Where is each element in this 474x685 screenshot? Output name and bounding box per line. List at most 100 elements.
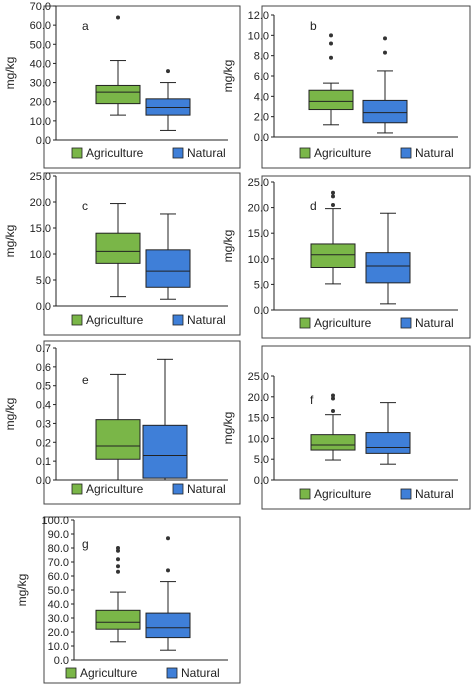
box-natural — [365, 402, 411, 465]
chart-panel-g: 0.0 10.0 20.0 30.0 40.0 50.0 60.0 70.0 80.0 90.0 1… — [15, 515, 241, 684]
y-tick-label: 20.0 — [248, 203, 269, 215]
legend-swatch-agriculture — [71, 314, 83, 326]
y-tick-label: 15.0 — [30, 223, 51, 235]
box-natural — [145, 69, 191, 131]
y-axis-label: mg/kg — [221, 60, 235, 93]
y-tick-label: 30.0 — [30, 78, 51, 90]
legend-swatch-agriculture — [299, 317, 311, 329]
legend-label: Agriculture — [314, 316, 372, 330]
chart-panel-f: 0.0 5.0 10.0 15.0 20.0 25.0 mg/kg f Agriculture N… — [221, 345, 471, 510]
y-tick-label: 25.0 — [248, 177, 269, 189]
y-tick-label: 20.0 — [30, 197, 51, 209]
outlier-point — [331, 393, 335, 398]
outlier-point — [116, 564, 120, 569]
chart-panel-e: 0.0 0.1 0.2 0.3 0.4 0.5 0.6 0.7 mg/kg e Agricultur… — [3, 340, 241, 505]
y-tick-label: 25.0 — [30, 171, 51, 183]
y-tick-label: 25.0 — [248, 371, 269, 383]
box-iqr — [365, 432, 411, 454]
box-iqr — [142, 424, 188, 479]
legend-swatch-agriculture — [65, 667, 77, 679]
box-iqr — [308, 89, 354, 111]
box-iqr — [310, 434, 356, 451]
legend-swatch-agriculture — [71, 483, 83, 495]
y-tick-label: 0.0 — [36, 301, 51, 313]
legend-swatch-agriculture — [299, 488, 311, 500]
panel-frame — [43, 516, 241, 684]
box-agriculture — [95, 546, 141, 643]
outlier-point — [166, 536, 170, 541]
legend-swatch-natural — [166, 667, 178, 679]
y-tick-label: 10.0 — [30, 249, 51, 261]
y-tick-label: 100.0 — [41, 515, 69, 527]
y-tick-label: 8.0 — [254, 51, 269, 63]
box-iqr — [95, 609, 141, 630]
legend-swatch-natural — [172, 314, 184, 326]
box-agriculture — [310, 190, 356, 285]
legend-label: Agriculture — [80, 666, 138, 680]
y-axis-label: mg/kg — [3, 398, 17, 431]
y-tick-label: 15.0 — [248, 413, 269, 425]
outlier-point — [116, 569, 120, 574]
outlier-point — [383, 36, 387, 41]
outlier-point — [383, 50, 387, 55]
y-tick-label: 15.0 — [248, 228, 269, 240]
y-tick-label: 0.7 — [36, 343, 51, 355]
chart-panel-d: 0.0 5.0 10.0 15.0 20.0 25.0 mg/kg d Agriculture N… — [221, 175, 471, 339]
y-tick-label: 5.0 — [254, 454, 269, 466]
outlier-point — [329, 33, 333, 38]
y-tick-label: 10.0 — [248, 254, 269, 266]
box-natural — [142, 358, 188, 481]
outlier-point — [331, 396, 335, 401]
outlier-point — [329, 55, 333, 60]
y-tick-label: 0.3 — [36, 418, 51, 430]
y-tick-label: 5.0 — [36, 275, 51, 287]
panel-frame — [43, 5, 241, 169]
y-tick-label: 0.0 — [254, 305, 269, 317]
box-iqr — [362, 99, 408, 124]
legend-label: Natural — [187, 146, 226, 160]
y-tick-label: 12.0 — [248, 10, 269, 22]
y-tick-label: 5.0 — [254, 279, 269, 291]
y-tick-label: 0.2 — [36, 437, 51, 449]
legend-swatch-agriculture — [299, 147, 311, 159]
y-tick-label: 0.5 — [36, 381, 51, 393]
y-tick-label: 0.0 — [254, 132, 269, 144]
y-axis-label: mg/kg — [15, 574, 29, 607]
legend-label: Agriculture — [314, 487, 372, 501]
legend-swatch-natural — [172, 483, 184, 495]
box-agriculture — [95, 373, 141, 481]
outlier-point — [166, 69, 170, 74]
y-tick-label: 2.0 — [254, 112, 269, 124]
y-tick-label: 10.0 — [48, 641, 69, 653]
legend-label: Agriculture — [86, 313, 144, 327]
y-tick-label: 80.0 — [48, 543, 69, 555]
legend-label: Agriculture — [86, 482, 144, 496]
box-iqr — [95, 232, 141, 264]
chart-panel-c: 0.0 5.0 10.0 15.0 20.0 25.0 mg/kg c Agriculture N… — [3, 171, 241, 336]
panel-label: c — [82, 199, 88, 213]
box-iqr — [145, 612, 191, 639]
chart-panel-a: 0.0 10.0 20.0 30.0 40.0 50.0 60.0 70.0 mg/kg a Agr… — [3, 1, 241, 169]
outlier-point — [166, 568, 170, 573]
outlier-point — [331, 190, 335, 195]
y-tick-label: 0.0 — [36, 135, 51, 147]
outlier-point — [331, 408, 335, 413]
y-axis-label: mg/kg — [3, 57, 17, 90]
outlier-point — [116, 546, 120, 550]
chart-panel-b: 0.0 2.0 4.0 6.0 8.0 10.0 12.0 mg/kg b Agriculture… — [221, 5, 471, 169]
legend-label: Natural — [187, 482, 226, 496]
y-tick-label: 0.0 — [254, 475, 269, 487]
y-tick-label: 0.0 — [54, 655, 69, 667]
y-tick-label: 50.0 — [48, 585, 69, 597]
box-iqr — [95, 84, 141, 105]
outlier-point — [116, 557, 120, 562]
box-natural — [365, 212, 411, 305]
y-tick-label: 50.0 — [30, 39, 51, 51]
outlier-point — [329, 41, 333, 46]
y-tick-label: 6.0 — [254, 71, 269, 83]
outlier-point — [116, 548, 120, 553]
panel-frame — [261, 345, 471, 510]
legend-swatch-natural — [400, 317, 412, 329]
legend-label: Natural — [187, 313, 226, 327]
y-tick-label: 40.0 — [30, 58, 51, 70]
